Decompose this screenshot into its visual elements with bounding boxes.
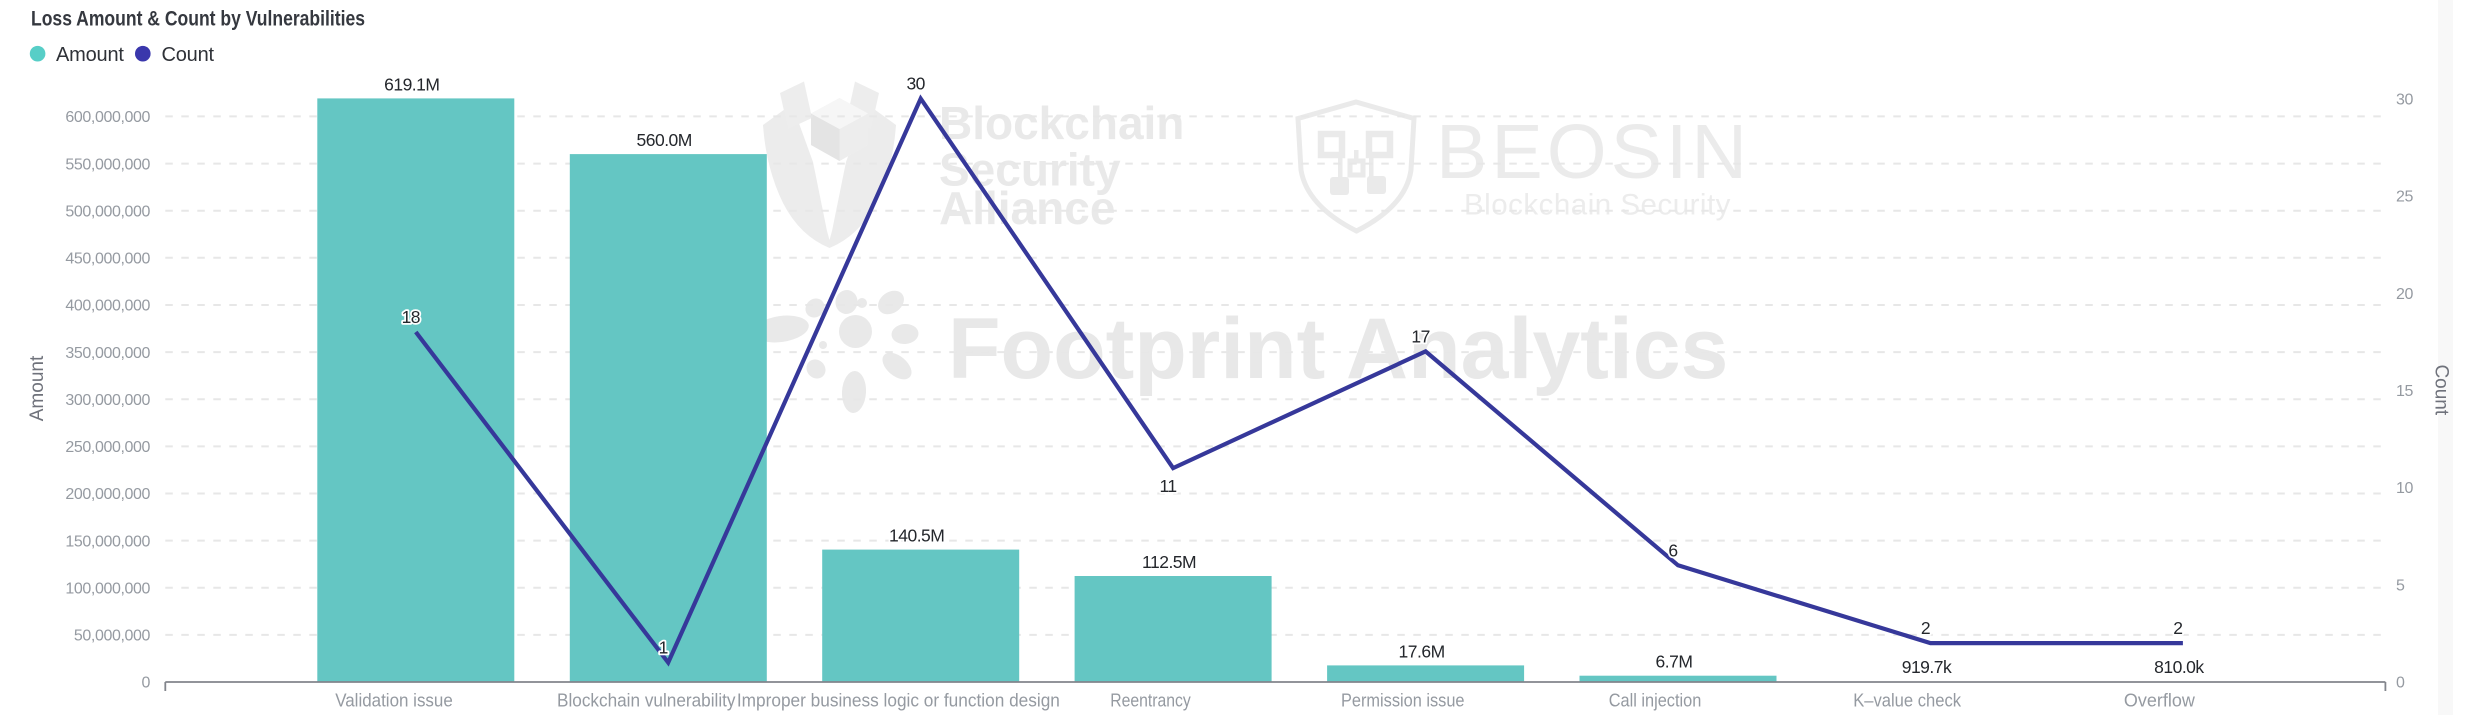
svg-text:Reentrancy: Reentrancy [1110, 691, 1191, 711]
svg-text:Alliance: Alliance [939, 182, 1115, 234]
svg-text:Validation issue: Validation issue [335, 691, 453, 711]
svg-text:112.5M: 112.5M [1142, 552, 1196, 572]
svg-text:0: 0 [142, 675, 151, 692]
svg-text:50,000,000: 50,000,000 [74, 628, 151, 645]
svg-text:6: 6 [1668, 540, 1677, 560]
svg-text:Blockchain Security: Blockchain Security [1464, 189, 1731, 222]
svg-text:25: 25 [2396, 189, 2413, 206]
svg-text:550,000,000: 550,000,000 [65, 156, 150, 173]
svg-text:300,000,000: 300,000,000 [65, 392, 150, 409]
svg-text:500,000,000: 500,000,000 [65, 203, 150, 220]
svg-text:Improper business logic or fun: Improper business logic or function desi… [737, 691, 1060, 711]
svg-text:Permission issue: Permission issue [1341, 691, 1465, 711]
svg-text:BEOSIN: BEOSIN [1436, 109, 1751, 195]
svg-text:1: 1 [659, 638, 668, 658]
svg-text:Loss Amount & Count by Vulnera: Loss Amount & Count by Vulnerabilities [31, 7, 365, 31]
svg-text:560.0M: 560.0M [637, 130, 692, 150]
svg-text:20: 20 [2396, 286, 2413, 303]
svg-text:919.7k: 919.7k [1902, 657, 1952, 677]
svg-text:30: 30 [906, 74, 925, 94]
svg-text:619.1M: 619.1M [384, 74, 439, 94]
svg-text:0: 0 [2396, 675, 2405, 692]
svg-text:Amount: Amount [27, 355, 48, 421]
svg-text:11: 11 [1160, 476, 1177, 496]
svg-text:Footprint Analytics: Footprint Analytics [948, 301, 1728, 397]
svg-text:15: 15 [2396, 383, 2413, 400]
svg-text:2: 2 [1921, 618, 1930, 638]
svg-text:140.5M: 140.5M [889, 526, 944, 546]
svg-text:250,000,000: 250,000,000 [65, 439, 150, 456]
svg-text:Count: Count [2431, 364, 2452, 415]
svg-text:150,000,000: 150,000,000 [65, 533, 150, 550]
svg-text:17: 17 [1411, 326, 1429, 346]
svg-text:18: 18 [402, 307, 420, 327]
svg-text:600,000,000: 600,000,000 [65, 109, 150, 126]
svg-text:810.0k: 810.0k [2154, 657, 2204, 677]
svg-text:6.7M: 6.7M [1656, 652, 1693, 672]
svg-text:350,000,000: 350,000,000 [65, 345, 150, 362]
svg-text:30: 30 [2396, 91, 2413, 108]
svg-text:Call injection: Call injection [1609, 691, 1702, 711]
svg-text:5: 5 [2396, 578, 2405, 595]
svg-text:450,000,000: 450,000,000 [65, 251, 150, 268]
svg-text:10: 10 [2396, 480, 2413, 497]
svg-text:100,000,000: 100,000,000 [65, 580, 150, 597]
svg-text:K–value check: K–value check [1853, 691, 1962, 711]
svg-text:Amount: Amount [56, 44, 124, 66]
svg-text:Blockchain vulnerability: Blockchain vulnerability [557, 691, 736, 711]
svg-text:Overflow: Overflow [2124, 691, 2196, 711]
svg-text:200,000,000: 200,000,000 [65, 486, 150, 503]
svg-text:Blockchain: Blockchain [939, 97, 1184, 149]
svg-text:Count: Count [162, 44, 215, 66]
svg-text:2: 2 [2173, 618, 2182, 638]
svg-text:17.6M: 17.6M [1399, 641, 1445, 661]
svg-text:400,000,000: 400,000,000 [65, 298, 150, 315]
